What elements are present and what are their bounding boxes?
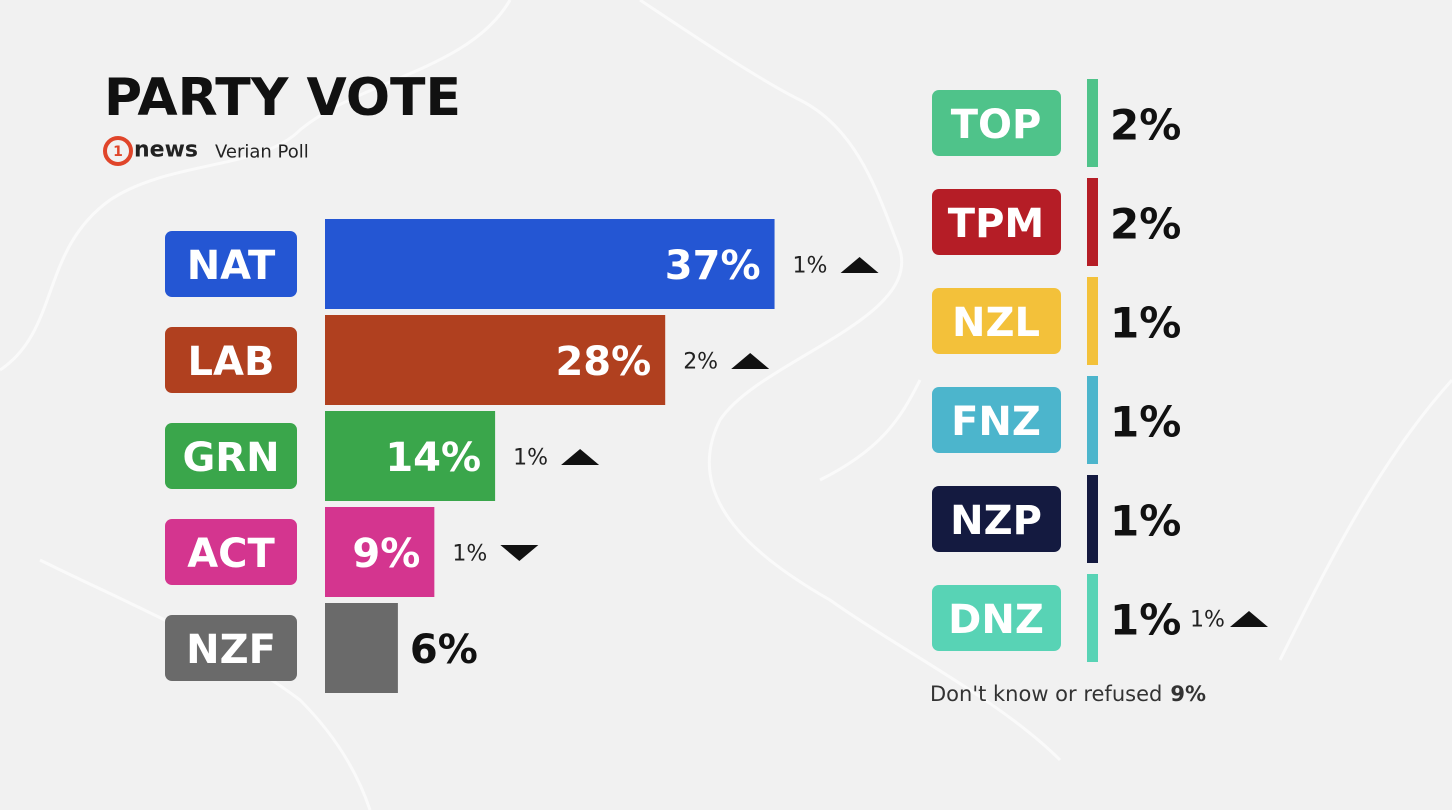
note: Don't know or refused 9% — [930, 682, 1206, 706]
change-arrow — [561, 449, 600, 465]
party-strip — [1087, 574, 1098, 662]
value-label: 9% — [352, 531, 420, 577]
party-label: NZP — [950, 498, 1042, 544]
value-label: 1% — [1110, 398, 1181, 447]
party-badge — [165, 519, 297, 585]
party-badge — [165, 327, 297, 393]
party-badge — [932, 90, 1061, 156]
logo-number: 1 — [113, 144, 123, 160]
value-label: 2% — [1110, 200, 1181, 249]
change-label: 1% — [793, 254, 828, 279]
party-strip — [1087, 178, 1098, 266]
change-arrow — [1230, 611, 1268, 627]
change-label: 2% — [683, 350, 718, 375]
value-label: 6% — [410, 627, 478, 673]
bar — [325, 603, 398, 693]
change-label: 1% — [1190, 608, 1225, 633]
party-badge — [932, 288, 1061, 354]
bar — [325, 507, 435, 597]
value-label: 28% — [555, 339, 651, 385]
logo-ring — [103, 136, 133, 166]
subtitle: Verian Poll — [215, 142, 309, 163]
chart-title: PARTY VOTE — [104, 68, 461, 128]
party-badge — [165, 231, 297, 297]
change-label: 1% — [513, 446, 548, 471]
party-label: FNZ — [951, 399, 1041, 445]
value-label: 1% — [1110, 497, 1181, 546]
value-label: 14% — [385, 435, 481, 481]
bar — [325, 315, 666, 405]
value-label: 1% — [1110, 596, 1181, 645]
change-arrow — [840, 257, 879, 273]
party-label: TOP — [951, 102, 1042, 148]
value-label: 37% — [665, 243, 761, 289]
party-label: ACT — [187, 531, 275, 577]
party-strip — [1087, 376, 1098, 464]
note-text: Don't know or refused — [930, 682, 1162, 706]
party-strip — [1087, 475, 1098, 563]
party-label: DNZ — [948, 597, 1044, 643]
party-label: GRN — [182, 435, 279, 481]
party-label: TPM — [948, 201, 1044, 247]
party-label: LAB — [188, 339, 275, 385]
party-badge — [932, 189, 1061, 255]
change-arrow — [500, 545, 539, 561]
party-label: NZL — [952, 300, 1040, 346]
party-badge — [165, 423, 297, 489]
party-badge — [165, 615, 297, 681]
party-badge — [932, 486, 1061, 552]
bar — [325, 219, 775, 309]
party-label: NAT — [187, 243, 276, 289]
change-label: 1% — [452, 542, 487, 567]
change-arrow — [731, 353, 770, 369]
bar — [325, 411, 496, 501]
note-value: 9% — [1170, 682, 1206, 706]
party-label: NZF — [186, 627, 276, 673]
party-strip — [1087, 79, 1098, 167]
value-label: 2% — [1110, 101, 1181, 150]
logo-text: news — [134, 138, 198, 163]
party-strip — [1087, 277, 1098, 365]
party-badge — [932, 387, 1061, 453]
party-badge — [932, 585, 1061, 651]
value-label: 1% — [1110, 299, 1181, 348]
